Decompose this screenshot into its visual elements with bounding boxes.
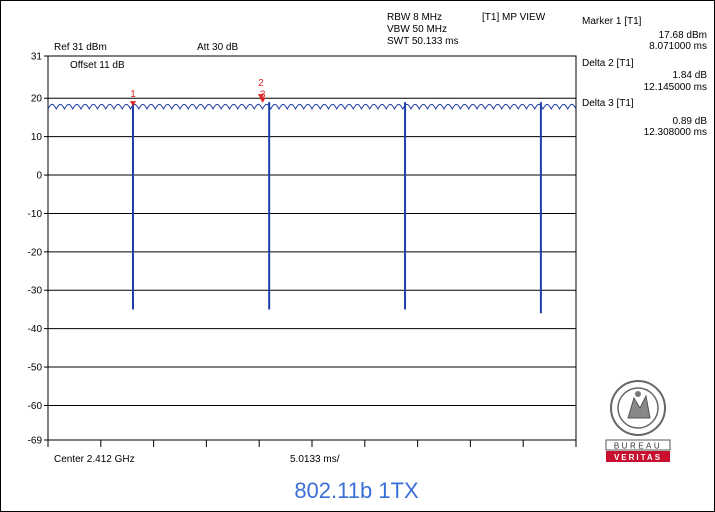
logo-seal-head (635, 391, 641, 397)
plot-caption: 802.11b 1TX (294, 478, 419, 503)
marker-2-name: Delta 2 [T1] (582, 58, 634, 69)
rbw-label: RBW 8 MHz (387, 12, 442, 23)
marker-3-level: 0.89 dB (672, 116, 707, 127)
y-tick-label: -50 (28, 363, 43, 374)
y-tick-label: -69 (28, 436, 43, 447)
marker-triangle (257, 94, 264, 100)
vbw-label: VBW 50 MHz (387, 24, 448, 35)
offset-label: Offset 11 dB (70, 60, 125, 71)
logo-top-band (605, 439, 671, 451)
swt-label: SWT 50.133 ms (387, 36, 459, 47)
y-tick-label: -20 (28, 247, 43, 258)
y-tick-label: -10 (28, 209, 43, 220)
logo-text-top: BUREAU (614, 442, 662, 451)
marker-label: 3 (260, 90, 266, 101)
center-frequency-label: Center 2.412 GHz (54, 454, 135, 465)
marker-label: 1 (130, 89, 136, 100)
marker-triangle (130, 101, 137, 107)
y-tick-label: -30 (28, 286, 43, 297)
y-tick-label: 0 (36, 171, 42, 182)
attenuation-label: Att 30 dB (197, 42, 239, 53)
y-tick-label: -60 (28, 401, 43, 412)
trace-ripple-line (47, 103, 577, 111)
marker-2-time: 12.145000 ms (643, 82, 707, 93)
marker-3-time: 12.308000 ms (643, 127, 707, 138)
marker-label: 2 (258, 78, 264, 89)
logo-text-bottom: VERITAS (614, 453, 662, 462)
ref-level-label: Ref 31 dBm (54, 42, 107, 53)
trace-mode-label: [T1] MP VIEW (482, 12, 546, 23)
marker-1-time: 8.071000 ms (649, 41, 707, 52)
y-tick-label: 20 (31, 94, 43, 105)
marker-1-name: Marker 1 [T1] (582, 16, 642, 27)
span-per-division-label: 5.0133 ms/ (290, 454, 340, 465)
marker-2-level: 1.84 dB (672, 70, 707, 81)
marker-3-name: Delta 3 [T1] (582, 98, 634, 109)
marker-triangle (259, 97, 266, 103)
logo-red-band (606, 451, 670, 462)
y-tick-label: 31 (31, 52, 43, 63)
y-tick-label: -40 (28, 324, 43, 335)
y-tick-label: 10 (31, 132, 43, 143)
marker-1-level: 17.68 dBm (658, 30, 707, 41)
plot-area-border (47, 55, 577, 441)
logo-seal-figure (627, 394, 651, 419)
bureau-veritas-logo: BUREAU VERITAS (605, 380, 671, 462)
